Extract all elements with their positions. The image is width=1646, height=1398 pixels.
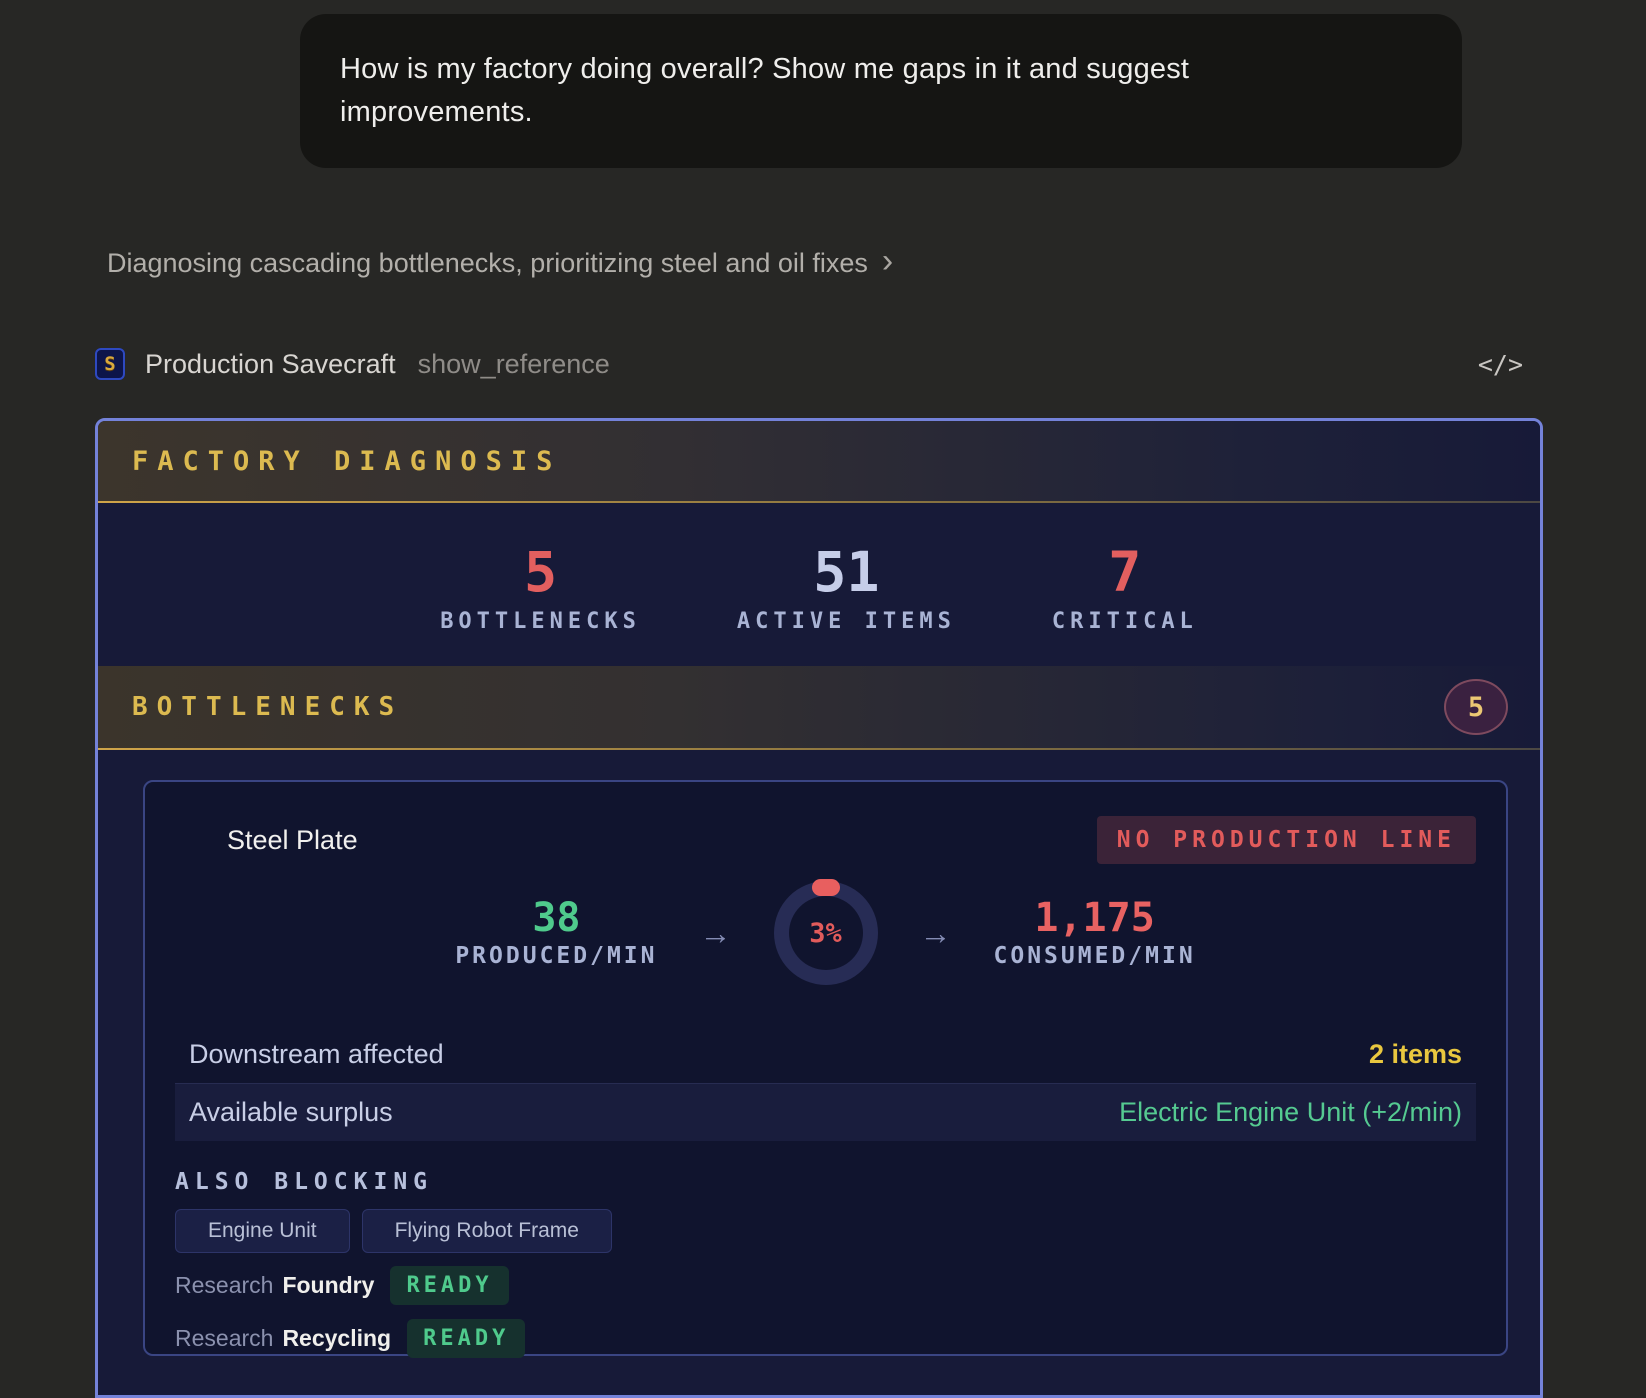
chevron-right-icon: ›: [881, 242, 894, 280]
research-row-recycling: Research Recycling READY: [175, 1317, 1476, 1359]
stat-bottlenecks: 5 BOTTLENECKS: [440, 543, 641, 634]
stat-value: 51: [813, 540, 880, 604]
tool-function-name: show_reference: [417, 348, 610, 379]
row-label: Available surplus: [189, 1097, 393, 1127]
research-ready-badge: READY: [407, 1318, 526, 1358]
widget-header: FACTORY DIAGNOSIS: [98, 421, 1540, 503]
bottleneck-count-badge: 5: [1444, 679, 1508, 735]
stat-label: CRITICAL: [1051, 609, 1198, 634]
widget-title: FACTORY DIAGNOSIS: [132, 445, 562, 477]
thinking-summary-text: Diagnosing cascading bottlenecks, priori…: [107, 248, 868, 278]
stat-label: ACTIVE ITEMS: [736, 609, 956, 634]
blocked-item-chip[interactable]: Engine Unit: [175, 1209, 350, 1253]
arrow-right-icon: →: [699, 914, 732, 951]
consumed-value: 1,175: [1034, 895, 1155, 941]
savecraft-shield-icon: S: [95, 348, 125, 380]
gauge-progress-dot: [811, 879, 840, 896]
stat-value: 7: [1108, 540, 1142, 604]
bottlenecks-section-header: BOTTLENECKS 5: [98, 666, 1540, 750]
stats-row: 5 BOTTLENECKS 51 ACTIVE ITEMS 7 CRITICAL: [98, 503, 1540, 634]
research-name: Recycling: [282, 1324, 392, 1351]
stat-value: 5: [523, 540, 558, 604]
item-name: Steel Plate: [227, 824, 358, 855]
ratio-gauge: 3%: [773, 879, 878, 985]
user-message-bubble: How is my factory doing overall? Show me…: [300, 14, 1462, 168]
available-surplus-row: Available surplus Electric Engine Unit (…: [175, 1083, 1476, 1141]
bottleneck-card-steel-plate: Steel Plate NO PRODUCTION LINE 38 PRODUC…: [143, 780, 1508, 1359]
produced-label: PRODUCED/MIN: [455, 943, 658, 969]
research-prefix: Research: [175, 1271, 274, 1298]
stat-critical: 7 CRITICAL: [1052, 543, 1198, 634]
user-message-text: How is my factory doing overall? Show me…: [340, 53, 1190, 128]
also-blocking-title: ALSO BLOCKING: [175, 1169, 434, 1195]
row-label: Downstream affected: [189, 1039, 444, 1069]
ratio-percent: 3%: [809, 917, 842, 949]
blocked-item-chip[interactable]: Flying Robot Frame: [361, 1209, 612, 1253]
stat-label: BOTTLENECKS: [440, 609, 641, 634]
research-ready-badge: READY: [390, 1265, 509, 1305]
stat-active-items: 51 ACTIVE ITEMS: [737, 543, 956, 634]
section-title: BOTTLENECKS: [132, 692, 404, 722]
card-header: Steel Plate NO PRODUCTION LINE: [175, 816, 1476, 864]
row-value: 2 items: [1368, 1039, 1462, 1069]
research-row-foundry: Research Foundry READY: [175, 1264, 1476, 1306]
detail-rows: Downstream affected 2 items Available su…: [175, 1026, 1476, 1141]
produced-value: 38: [532, 895, 581, 941]
row-value: Electric Engine Unit (+2/min): [1119, 1097, 1462, 1127]
downstream-affected-row: Downstream affected 2 items: [175, 1026, 1476, 1083]
consumed-label: CONSUMED/MIN: [993, 943, 1196, 969]
tool-app-name: Production Savecraft: [145, 348, 396, 379]
tool-call-header: S Production Savecraft show_reference </…: [95, 348, 1543, 380]
research-prefix: Research: [175, 1324, 274, 1351]
factory-diagnosis-widget: FACTORY DIAGNOSIS 5 BOTTLENECKS 51 ACTIV…: [95, 418, 1543, 1398]
research-name: Foundry: [282, 1271, 375, 1298]
arrow-right-icon: →: [919, 914, 952, 951]
blocked-item-chips: Engine Unit Flying Robot Frame: [175, 1209, 1476, 1253]
thinking-summary-row[interactable]: Diagnosing cascading bottlenecks, priori…: [107, 242, 894, 280]
code-icon[interactable]: </>: [1477, 349, 1523, 379]
production-gauge-row: 38 PRODUCED/MIN → 3% → 1,175 CONSUMED/MI…: [175, 874, 1476, 992]
status-badge: NO PRODUCTION LINE: [1096, 816, 1476, 864]
consumed-stat: 1,175 CONSUMED/MIN: [994, 897, 1196, 969]
produced-stat: 38 PRODUCED/MIN: [455, 897, 657, 969]
